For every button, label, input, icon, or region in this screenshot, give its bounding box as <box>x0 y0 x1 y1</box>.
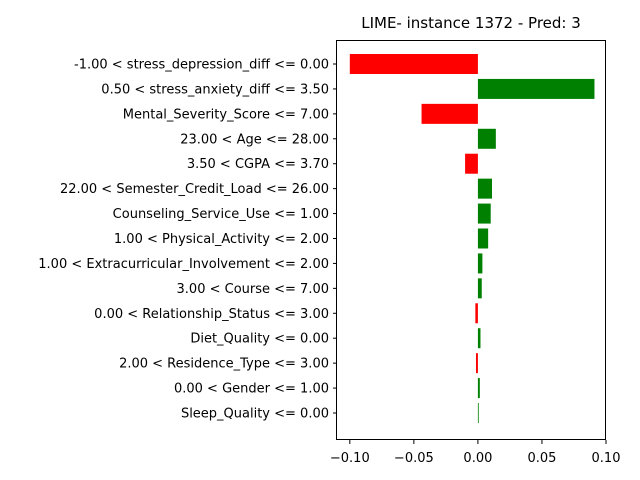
bar <box>421 103 478 124</box>
category-label: 3.50 < CGPA <= 3.70 <box>187 157 329 172</box>
category-label: Mental_Severity_Score <= 7.00 <box>123 107 329 122</box>
bar <box>477 128 496 149</box>
category-label: 1.00 < Physical_Activity <= 2.00 <box>114 232 329 247</box>
category-label: 23.00 < Age <= 28.00 <box>180 132 329 147</box>
bar <box>477 253 483 274</box>
bar <box>477 403 479 423</box>
chart-title: LIME- instance 1372 - Pred: 3 <box>361 14 581 32</box>
x-tick-label: −0.10 <box>330 451 370 466</box>
bar <box>475 353 478 374</box>
bar <box>475 303 478 324</box>
category-label: 2.00 < Residence_Type <= 3.00 <box>119 357 329 372</box>
bar <box>477 78 595 99</box>
x-axis-ticks: −0.10 −0.05 0.00 0.05 0.10 <box>330 440 621 466</box>
category-labels: -1.00 < stress_depression_diff <= 0.00 0.… <box>38 58 337 422</box>
category-label: Sleep_Quality <= 0.00 <box>181 407 329 422</box>
x-tick-label: 0.05 <box>527 451 556 466</box>
category-label: 0.00 < Relationship_Status <= 3.00 <box>94 307 329 322</box>
bar <box>477 378 480 399</box>
x-tick-label: 0.00 <box>463 451 492 466</box>
bars-group <box>349 54 595 423</box>
category-label: -1.00 < stress_depression_diff <= 0.00 <box>74 58 329 73</box>
bar <box>477 203 491 224</box>
x-tick-label: 0.10 <box>592 451 621 466</box>
category-label: Counseling_Service_Use <= 1.00 <box>113 207 329 222</box>
bar <box>349 54 478 74</box>
x-tick-label: −0.05 <box>394 451 434 466</box>
bar <box>465 153 478 174</box>
bar <box>477 228 489 249</box>
bar <box>477 328 481 349</box>
category-label: 0.50 < stress_anxiety_diff <= 3.50 <box>101 82 329 97</box>
category-label: Diet_Quality <= 0.00 <box>190 332 329 347</box>
category-label: 3.00 < Course <= 7.00 <box>177 282 329 297</box>
bar <box>477 278 482 299</box>
plot-frame <box>336 40 606 440</box>
category-label: 0.00 < Gender <= 1.00 <box>174 382 329 397</box>
category-label: 1.00 < Extracurricular_Involvement <= 2.… <box>38 257 329 272</box>
bar <box>477 178 492 199</box>
category-label: 22.00 < Semester_Credit_Load <= 26.00 <box>60 182 329 197</box>
